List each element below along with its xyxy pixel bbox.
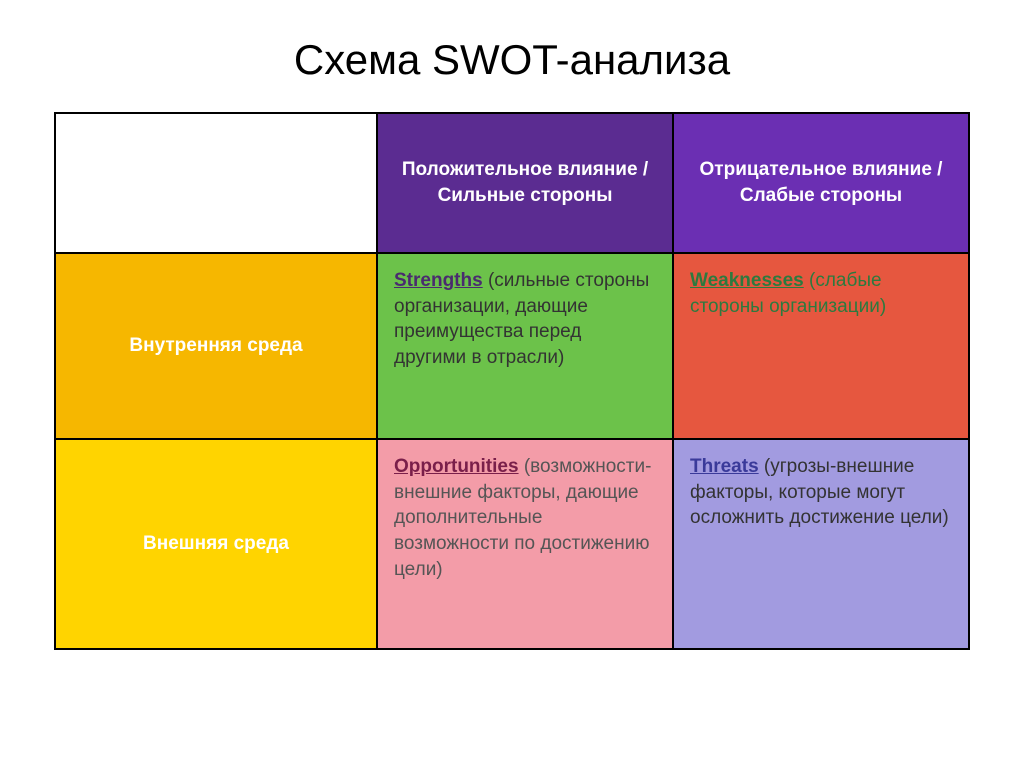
col-header-positive: Положительное влияние / Сильные стороны xyxy=(377,113,673,253)
cell-weaknesses: Weaknesses (слабые стороны организации) xyxy=(673,253,969,439)
row-header-external: Внешняя среда xyxy=(55,439,377,649)
cell-threats: Threats (угрозы-внешние факторы, которые… xyxy=(673,439,969,649)
opportunities-lead: Opportunities xyxy=(394,456,519,477)
swot-grid: Положительное влияние / Сильные стороны … xyxy=(54,112,970,650)
row-header-internal: Внутренняя среда xyxy=(55,253,377,439)
col-header-negative: Отрицательное влияние / Слабые стороны xyxy=(673,113,969,253)
cell-opportunities: Opportunities (возможности-внешние факто… xyxy=(377,439,673,649)
strengths-lead: Strengths xyxy=(394,270,483,291)
corner-cell xyxy=(55,113,377,253)
weaknesses-lead: Weaknesses xyxy=(690,270,804,291)
cell-strengths: Strengths (сильные стороны организации, … xyxy=(377,253,673,439)
page-title: Схема SWOT-анализа xyxy=(294,36,730,84)
threats-lead: Threats xyxy=(690,456,759,477)
